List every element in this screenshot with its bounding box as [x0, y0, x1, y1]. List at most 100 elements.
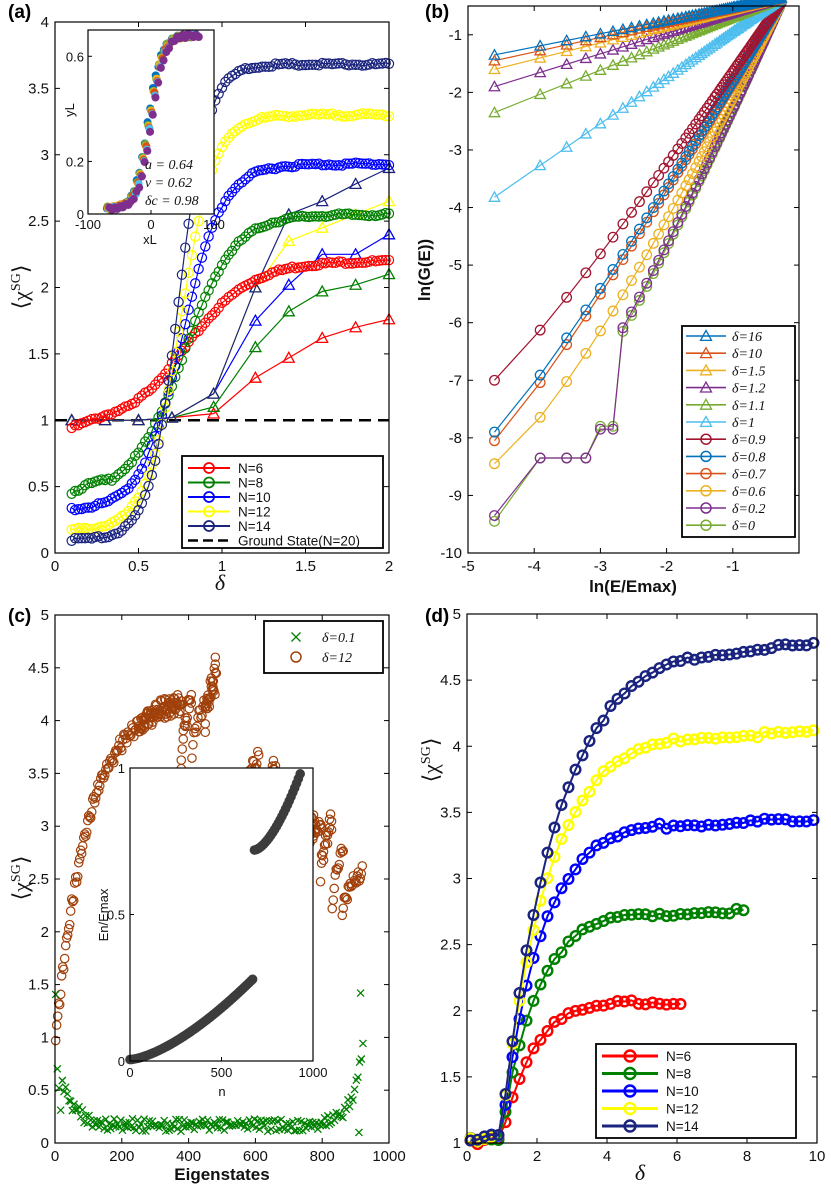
- data-point: [625, 21, 638, 33]
- marker-stroke: [61, 1083, 70, 1092]
- data-point: [220, 295, 231, 306]
- x-tick-label: 10: [809, 1148, 826, 1165]
- data-point: [186, 325, 198, 337]
- data-point: [647, 80, 660, 92]
- data-point: [632, 822, 645, 835]
- data-point: [492, 1129, 505, 1142]
- data-point: [282, 304, 296, 317]
- x-axis-label: δ: [215, 570, 226, 595]
- data-point: [347, 209, 358, 221]
- data-point: [220, 195, 231, 207]
- x-tick-label: 6: [673, 1148, 681, 1165]
- data-point: [64, 919, 75, 930]
- series-line: [71, 212, 390, 495]
- data-point: [623, 1049, 637, 1063]
- data-point: [709, 906, 722, 919]
- data-point: [786, 639, 799, 652]
- data-point: [700, 433, 712, 445]
- data-point: [653, 997, 666, 1010]
- legend-label: δ=1.2: [732, 382, 765, 397]
- data-point: [758, 812, 771, 825]
- data-point: [690, 135, 702, 147]
- data-point: [293, 262, 305, 273]
- marker-stroke: [262, 1116, 271, 1125]
- x-tick-label: 400: [176, 1148, 201, 1165]
- data-point: [357, 108, 368, 119]
- data-point: [290, 161, 301, 172]
- data-point: [176, 269, 188, 280]
- data-point: [555, 798, 568, 811]
- data-point: [178, 734, 189, 744]
- data-point: [180, 343, 191, 354]
- data-point: [180, 242, 191, 253]
- data-point: [136, 724, 147, 734]
- data-point: [143, 386, 154, 397]
- x-axis-label: Eigenstates: [174, 1165, 269, 1184]
- y-tick-label: 2.5: [440, 937, 461, 954]
- data-point: [306, 211, 318, 222]
- marker-stroke: [295, 1126, 304, 1135]
- data-point: [646, 738, 659, 751]
- inset-point: [194, 33, 203, 42]
- series-line: [494, 1, 782, 381]
- inset-x-tick-label: -100: [75, 217, 101, 232]
- data-point: [774, 0, 788, 3]
- data-point: [108, 757, 119, 768]
- data-point: [293, 110, 305, 121]
- data-point: [129, 496, 141, 507]
- data-point: [709, 648, 722, 661]
- marker-stroke: [328, 1110, 337, 1119]
- data-point: [129, 731, 139, 742]
- data-point: [83, 502, 94, 513]
- x-tick-label: 1.5: [295, 558, 316, 575]
- marker-stroke: [265, 1116, 274, 1125]
- data-point: [282, 278, 296, 290]
- data-point: [652, 76, 665, 89]
- data-point: [333, 58, 345, 69]
- marker-stroke: [238, 1118, 247, 1126]
- inset-x-axis-label: xL: [143, 232, 157, 247]
- data-point: [560, 57, 573, 70]
- data-point: [103, 409, 114, 420]
- data-point: [300, 211, 311, 222]
- data-point: [276, 161, 288, 172]
- data-point: [263, 219, 274, 231]
- y-tick-label: 5: [41, 607, 49, 624]
- data-point: [569, 863, 582, 876]
- data-point: [709, 732, 722, 745]
- data-point: [253, 165, 264, 176]
- data-point: [216, 259, 228, 271]
- data-point: [681, 819, 694, 832]
- data-point: [153, 375, 164, 387]
- panel-label: (b): [425, 2, 449, 23]
- data-point: [658, 247, 670, 259]
- y-tick-label: 1.5: [28, 977, 49, 994]
- data-point: [317, 160, 328, 171]
- data-point: [489, 374, 500, 386]
- data-point: [716, 907, 729, 920]
- data-point: [337, 847, 348, 857]
- data-point: [617, 218, 629, 230]
- data-point: [597, 999, 610, 1012]
- data-point: [255, 1125, 264, 1134]
- data-point: [263, 111, 274, 122]
- inset-y-tick-label: 0.5: [107, 908, 125, 923]
- data-point: [634, 196, 645, 208]
- data-point: [606, 28, 620, 40]
- data-point: [699, 415, 713, 428]
- data-point: [310, 158, 321, 170]
- y-axis-label-part: ⟩: [418, 738, 443, 747]
- data-point: [282, 234, 296, 247]
- data-point: [744, 814, 757, 827]
- data-point: [533, 39, 547, 51]
- data-point: [695, 46, 708, 59]
- data-point: [560, 44, 573, 57]
- data-point: [89, 531, 101, 543]
- data-point: [340, 111, 351, 122]
- data-point: [170, 347, 181, 358]
- data-point: [186, 1118, 195, 1127]
- data-point: [667, 732, 680, 745]
- data-point: [360, 108, 371, 120]
- data-point: [533, 65, 547, 78]
- y-tick-label: 0.5: [28, 1082, 49, 1099]
